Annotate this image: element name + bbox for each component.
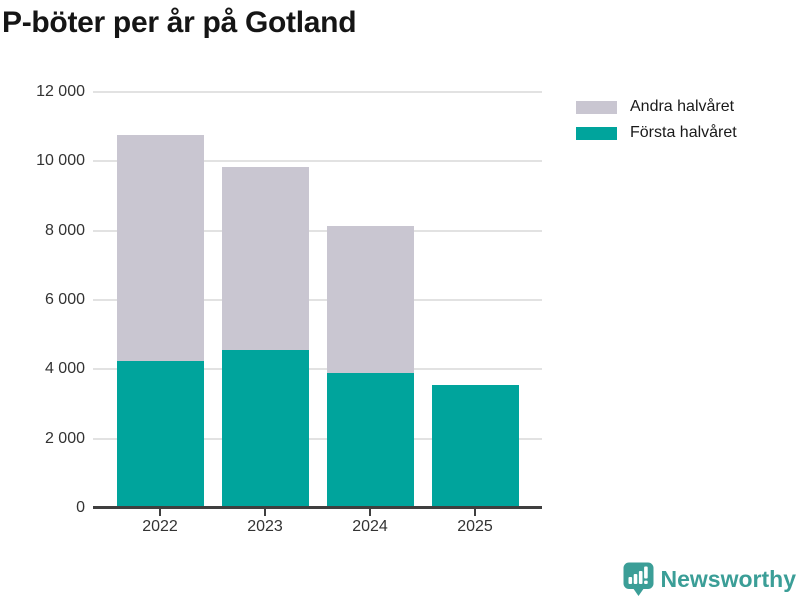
x-axis-tick — [474, 509, 476, 516]
bar-segment-2022 — [116, 135, 204, 361]
legend-swatch — [576, 126, 617, 140]
bar-segment-2022 — [116, 360, 204, 508]
bar-segment-2023 — [221, 350, 309, 508]
gridline — [93, 437, 542, 440]
chart-title: P-böter per år på Gotland — [2, 6, 357, 39]
legend-swatch — [576, 100, 617, 114]
x-axis-tick — [159, 509, 161, 516]
legend-label: Första halvåret — [630, 124, 737, 141]
bar-segment-2024 — [326, 226, 414, 373]
x-axis-tick-label: 2023 — [247, 518, 283, 535]
y-axis: 0 2 000 4 000 6 000 8 000 10 000 12 000 — [0, 83, 85, 516]
gridline — [93, 91, 542, 93]
x-axis-tick — [264, 509, 266, 516]
x-axis-tick-label: 2025 — [457, 518, 493, 535]
plot-area — [93, 91, 542, 508]
gridline — [93, 368, 542, 371]
y-axis-tick-label: 4 000 — [44, 360, 85, 378]
bar-segment-2023 — [221, 166, 309, 351]
y-axis-tick-label: 12 000 — [36, 83, 85, 100]
y-axis-tick-label: 8 000 — [44, 221, 85, 239]
x-axis-line — [93, 506, 542, 509]
x-axis-tick-label: 2022 — [142, 518, 178, 535]
legend-label: Andra halvåret — [630, 98, 735, 115]
bar-chart-bubble-icon — [623, 562, 654, 597]
x-axis-tick-label: 2024 — [352, 518, 388, 535]
legend-item: Andra halvåret — [576, 97, 737, 117]
x-axis-tick — [369, 509, 371, 516]
legend: Andra halvåret Första halvåret — [576, 97, 737, 149]
legend-item: Första halvåret — [576, 123, 737, 143]
bar-segment-2024 — [326, 372, 414, 508]
gridline — [93, 160, 542, 163]
y-axis-tick-label: 0 — [76, 499, 85, 516]
bar-segment-2025 — [431, 384, 519, 508]
y-axis-tick-label: 2 000 — [44, 429, 85, 447]
gridline — [93, 229, 542, 232]
newsworthy-wordmark: Newsworthy — [660, 566, 796, 592]
y-axis-tick-label: 6 000 — [44, 291, 85, 308]
gridline — [93, 299, 542, 301]
newsworthy-logo: Newsworthy — [623, 562, 796, 597]
y-axis-tick-label: 10 000 — [36, 152, 85, 170]
